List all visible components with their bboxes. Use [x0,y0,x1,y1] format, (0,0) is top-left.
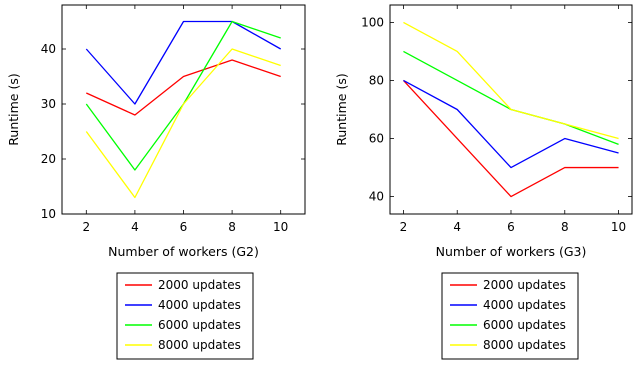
chart-1-series-line-4 [85,48,281,199]
chart-2-legend-label-3: 6000 updates [483,318,566,332]
chart-1-legend-label-2: 4000 updates [158,298,241,312]
chart-2-x-axis-label: Number of workers (G3) [436,244,587,259]
chart-1-series-line-3 [85,20,281,171]
chart-1-legend-label-3: 6000 updates [158,318,241,332]
chart-1-y-tick-label: 30 [41,97,56,111]
chart-2-series-line-1 [402,80,619,198]
chart-1: 2 4 6 8 10 10 20 30 40 Number of workers (G2) Runt… [6,4,306,360]
chart-2-y-tick-label: 100 [361,15,384,29]
chart-2-legend-label-4: 8000 updates [483,338,566,352]
chart-1-plot-frame [61,4,306,215]
chart-1-x-axis-label: Number of workers (G2) [108,244,259,259]
chart-2-y-tick-label: 40 [369,190,384,204]
chart-2-y-axis-label: Runtime (s) [334,73,349,145]
chart-1-y-tick-label: 10 [41,207,56,221]
chart-1-legend: 2000 updates 4000 updates 6000 updates 8000… [116,272,254,360]
chart-1-series-line-2 [85,20,282,105]
chart-2-x-tick-label: 8 [561,220,569,234]
chart-2-legend-label-1: 2000 updates [483,278,566,292]
chart-2-legend: 2000 updates 4000 updates 6000 updates 8000… [441,272,579,360]
chart-2-series-line-2 [403,79,619,169]
chart-2-series-line-4 [403,21,619,140]
chart-2-x-tick-label: 4 [453,220,461,234]
chart-2-x-tick-label: 2 [400,220,408,234]
chart-2: 2 4 6 8 10 40 60 80 100 Number of workers (G3) Run… [334,4,633,360]
chart-1-series-line-1 [86,59,281,116]
chart-2-legend-label-2: 4000 updates [483,298,566,312]
chart-1-legend-label-1: 2000 updates [158,278,241,292]
chart-1-legend-label-4: 8000 updates [158,338,241,352]
chart-2-y-tick-label: 80 [369,73,384,87]
chart-1-x-tick-label: 10 [273,220,288,234]
chart-1-y-axis-label: Runtime (s) [6,73,21,145]
chart-2-y-tick-label: 60 [369,132,384,146]
chart-1-x-tick-label: 4 [131,220,139,234]
chart-1-y-tick-label: 20 [41,152,56,166]
chart-2-x-tick-label: 6 [507,220,515,234]
chart-1-x-tick-label: 2 [82,220,90,234]
chart-2-x-tick-label: 10 [611,220,626,234]
chart-1-x-tick-label: 8 [228,220,236,234]
chart-1-series [85,20,282,199]
chart-2-series [402,21,619,198]
chart-1-x-tick-label: 6 [180,220,188,234]
chart-1-y-tick-label: 40 [41,42,56,56]
